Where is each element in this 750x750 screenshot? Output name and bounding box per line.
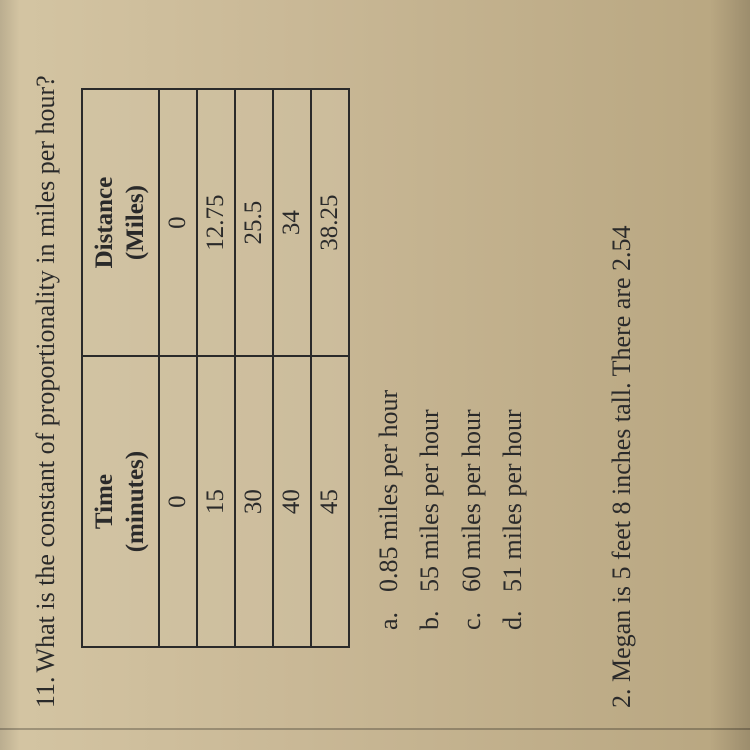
option-letter: b. [409, 604, 451, 630]
bottom-shadow [710, 0, 750, 750]
col-header-distance-l1: Distance [91, 177, 118, 269]
worksheet-page: 11. What is the constant of proportional… [0, 0, 750, 750]
answer-options: a. 0.85 miles per hour b. 55 miles per h… [368, 42, 534, 630]
col-header-time-l2: (minutes) [122, 451, 149, 552]
cell-distance: 25.5 [235, 89, 273, 356]
proportionality-table: Time (minutes) Distance (Miles) 0 0 15 1… [81, 88, 350, 648]
cell-distance: 38.25 [311, 89, 349, 356]
col-header-time: Time (minutes) [82, 356, 159, 647]
option-letter: a. [368, 604, 410, 630]
cell-time: 45 [311, 356, 349, 647]
option-letter: d. [492, 604, 534, 630]
option-d: d. 51 miles per hour [492, 42, 534, 630]
option-letter: c. [451, 604, 493, 630]
cell-distance: 0 [159, 89, 197, 356]
cell-time: 0 [159, 356, 197, 647]
question-12-partial: 2. Megan is 5 feet 8 inches tall. There … [604, 42, 639, 708]
cell-distance: 34 [273, 89, 311, 356]
question-number: 11. [31, 676, 60, 708]
option-text: 60 miles per hour [451, 409, 493, 592]
bottom-question-text: Megan is 5 feet 8 inches tall. There are… [607, 225, 636, 682]
margin-rule [0, 728, 750, 730]
top-shadow [0, 0, 20, 750]
option-text: 0.85 miles per hour [368, 390, 410, 592]
option-c: c. 60 miles per hour [451, 42, 493, 630]
table-row: 15 12.75 [197, 89, 235, 647]
col-header-time-l1: Time [91, 474, 118, 529]
col-header-distance-l2: (Miles) [122, 185, 149, 260]
table-row: 40 34 [273, 89, 311, 647]
table-row: 0 0 [159, 89, 197, 647]
option-b: b. 55 miles per hour [409, 42, 451, 630]
table-header-row: Time (minutes) Distance (Miles) [82, 89, 159, 647]
cell-time: 30 [235, 356, 273, 647]
question-text: What is the constant of proportionality … [31, 75, 60, 672]
col-header-distance: Distance (Miles) [82, 89, 159, 356]
option-text: 51 miles per hour [492, 409, 534, 592]
cell-time: 40 [273, 356, 311, 647]
option-text: 55 miles per hour [409, 409, 451, 592]
question-11: 11. What is the constant of proportional… [28, 42, 63, 708]
bottom-question-number: 2. [607, 689, 636, 709]
table-row: 30 25.5 [235, 89, 273, 647]
table-row: 45 38.25 [311, 89, 349, 647]
cell-time: 15 [197, 356, 235, 647]
cell-distance: 12.75 [197, 89, 235, 356]
option-a: a. 0.85 miles per hour [368, 42, 410, 630]
